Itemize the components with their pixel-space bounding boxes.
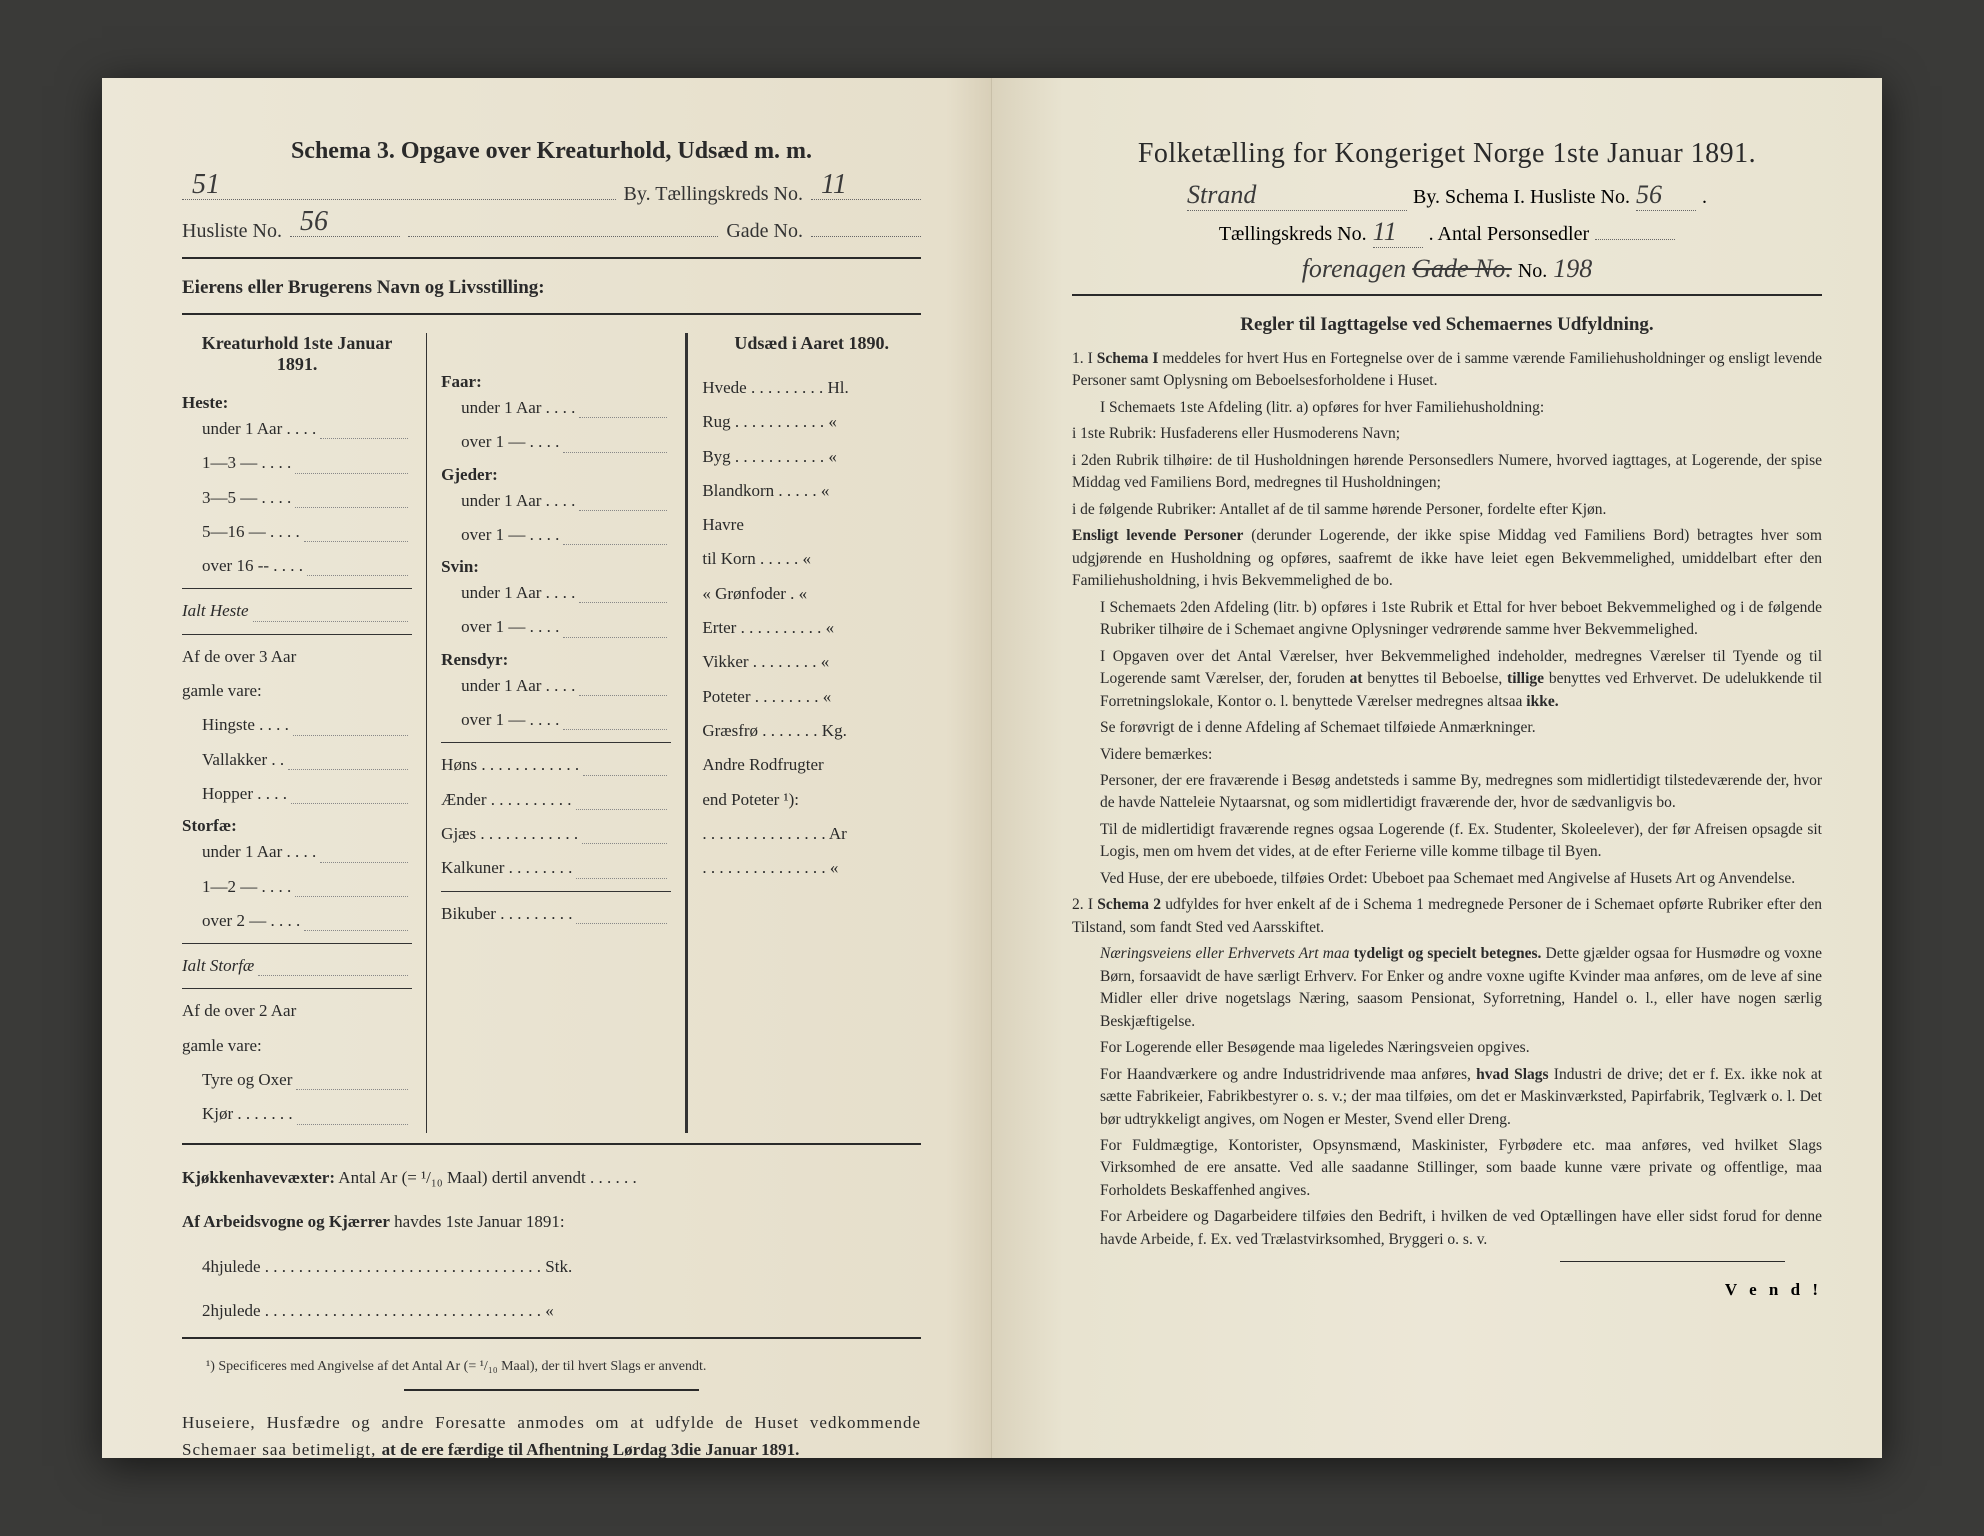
table-row: under 1 Aar . . . .: [441, 392, 671, 424]
table-row: under 1 Aar . . . .: [441, 577, 671, 609]
husliste-line: Husliste No. 56 Gade No.: [182, 220, 921, 243]
col-faar-etc: Faar: under 1 Aar . . . .over 1 — . . . …: [426, 333, 688, 1133]
schema3-header: Schema 3. Opgave over Kreaturhold, Udsæd…: [182, 138, 921, 165]
table-row: Byg . . . . . . . . . . . «: [702, 441, 921, 473]
table-row: 5—16 — . . . .: [182, 516, 412, 548]
right-line2: Tællingskreds No. 11 . Antal Personsedle…: [1072, 217, 1822, 248]
table-row: Blandkorn . . . . . «: [702, 475, 921, 507]
table-row: over 1 — . . . .: [441, 611, 671, 643]
table-row: over 2 — . . . .: [182, 905, 412, 937]
table-row: Græsfrø . . . . . . . Kg.: [702, 715, 921, 747]
table-row: Andre Rodfrugter: [702, 749, 921, 781]
col-udsaed: Udsæd i Aaret 1890. Hvede . . . . . . . …: [688, 333, 921, 1133]
table-row: Erter . . . . . . . . . . «: [702, 612, 921, 644]
rule-line: [182, 257, 921, 259]
husliste-field: 56: [290, 236, 400, 237]
table-row: « Grønfoder . «: [702, 578, 921, 610]
gade-field: [811, 236, 921, 237]
footnote: ¹) Specificeres med Angivelse af det Ant…: [206, 1357, 897, 1377]
table-row: Poteter . . . . . . . . «: [702, 681, 921, 713]
table-row: Hvede . . . . . . . . . Hl.: [702, 372, 921, 404]
left-page: Schema 3. Opgave over Kreaturhold, Udsæd…: [102, 78, 992, 1458]
table-row: over 16 -- . . . .: [182, 550, 412, 582]
arbeids-line: Af Arbeidsvogne og Kjærrer havdes 1ste J…: [182, 1207, 921, 1238]
table-row: under 1 Aar . . . .: [441, 485, 671, 517]
table-row: til Korn . . . . . «: [702, 543, 921, 575]
table-row: . . . . . . . . . . . . . . . «: [702, 852, 921, 884]
rules-heading: Regler til Iagttagelse ved Schemaernes U…: [1072, 314, 1822, 336]
vend-label: V e n d !: [1072, 1280, 1822, 1300]
table-row: under 1 Aar . . . .: [182, 413, 412, 445]
table-row: under 1 Aar . . . .: [182, 836, 412, 868]
table-row: Havre: [702, 509, 921, 541]
table-row: under 1 Aar . . . .: [441, 670, 671, 702]
rules-body: 1. I Schema I meddeles for hvert Hus en …: [1072, 348, 1822, 1251]
census-title: Folketælling for Kongeriget Norge 1ste J…: [1072, 138, 1822, 170]
table-row: Rug . . . . . . . . . . . «: [702, 406, 921, 438]
table-row: end Poteter ¹):: [702, 784, 921, 816]
right-line1: Strand By. Schema I. Husliste No. 56 .: [1072, 180, 1822, 211]
document-spread: Schema 3. Opgave over Kreaturhold, Udsæd…: [102, 78, 1882, 1458]
appeal-text: Huseiere, Husfædre og andre Foresatte an…: [182, 1409, 921, 1463]
city-line: 51 By. Tællingskreds No. 11: [182, 183, 921, 206]
city-field: 51: [182, 199, 616, 200]
table-row: 1—3 — . . . .: [182, 447, 412, 479]
owner-label: Eierens eller Brugerens Navn og Livsstil…: [182, 277, 921, 299]
table-row: over 1 — . . . .: [441, 426, 671, 458]
kreds-field: 11: [811, 199, 921, 200]
table-row: Vikker . . . . . . . . «: [702, 646, 921, 678]
kjokken-line: Kjøkkenhavevæxter: Antal Ar (= ¹/₁₀ Maal…: [182, 1163, 921, 1194]
table-row: 1—2 — . . . .: [182, 871, 412, 903]
col-heste-storfae: Kreaturhold 1ste Januar 1891. Heste: und…: [182, 333, 426, 1133]
right-line3: forenagen Gade No. No. 198: [1072, 254, 1822, 284]
table-row: . . . . . . . . . . . . . . . Ar: [702, 818, 921, 850]
right-page: Folketælling for Kongeriget Norge 1ste J…: [992, 78, 1882, 1458]
table-row: 3—5 — . . . .: [182, 482, 412, 514]
table-row: over 1 — . . . .: [441, 519, 671, 551]
table-row: over 1 — . . . .: [441, 704, 671, 736]
kreatur-table: Kreaturhold 1ste Januar 1891. Heste: und…: [182, 333, 921, 1133]
